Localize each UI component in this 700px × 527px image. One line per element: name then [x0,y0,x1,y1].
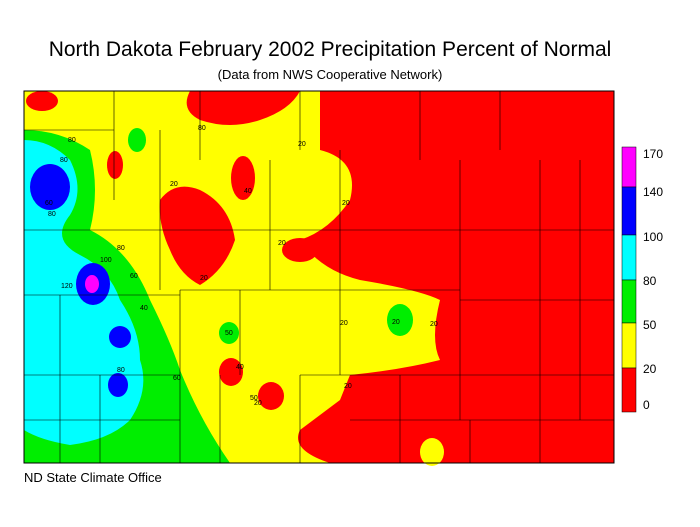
legend-swatch-50-80 [621,279,637,324]
legend-color-bar [621,146,637,413]
region-50-80-central [219,322,239,344]
contour-label: 20 [278,240,286,247]
legend-label-0: 0 [643,398,650,412]
legend-label-50: 50 [643,318,657,332]
legend-label-80: 80 [643,274,657,288]
region-0-20-sc1 [219,358,243,386]
region-0-20-sc2 [258,382,284,410]
contour-label: 80 [117,245,125,252]
contour-label: 20 [430,321,438,328]
legend-swatch-0-20 [621,367,637,413]
region-0-20-nw-corner [26,91,58,111]
region-20-50-south [420,438,444,466]
region-100-140-c [109,326,131,348]
map-frame [23,90,615,464]
contour-label: 20 [392,319,400,326]
region-100-140-d [108,373,128,397]
county-boundaries [24,91,614,463]
legend-swatch-140-170 [621,146,637,188]
contour-label: 100 [100,257,112,264]
contour-label: 80 [68,137,76,144]
region-140-170 [85,275,99,293]
contour-label: 120 [61,283,73,290]
legend-label-140: 140 [643,185,664,199]
region-0-20-nw [107,151,123,179]
contour-label: 20 [254,400,262,407]
region-0-20-central [159,186,235,285]
region-0-20-mid [282,238,318,262]
contour-label: 40 [244,188,252,195]
contour-label: 40 [140,305,148,312]
contour-label: 60 [173,375,181,382]
region-0-20-north [186,91,300,125]
legend-label-170: 170 [643,147,664,161]
region-50-80-east [387,304,413,336]
contour-label: 20 [170,181,178,188]
contour-label: 80 [48,211,56,218]
contour-label: 60 [45,200,53,207]
contour-label: 50 [250,395,258,402]
contour-label: 80 [117,367,125,374]
contour-label: 20 [342,200,350,207]
map-title: North Dakota February 2002 Precipitation… [48,38,612,61]
contour-label: 80 [60,157,68,164]
map-subtitle: (Data from NWS Cooperative Network) [217,67,443,82]
contour-label: 20 [340,320,348,327]
region-100-140-a [30,164,70,210]
region-0-20-central-small [231,156,255,200]
legend-label-100: 100 [643,230,664,244]
contour-label: 20 [200,275,208,282]
contour-label: 60 [130,273,138,280]
legend-swatch-20-50 [621,322,637,369]
contour-label: 40 [236,364,244,371]
contour-label: 20 [298,141,306,148]
contour-label: 50 [225,330,233,337]
legend-swatch-100-140 [621,186,637,236]
contour-label: 80 [198,125,206,132]
legend-swatch-80-100 [621,234,637,281]
region-50-80-north [128,128,146,152]
legend-label-20: 20 [643,362,657,376]
credit-text: ND State Climate Office [24,470,162,485]
contour-label: 20 [344,383,352,390]
